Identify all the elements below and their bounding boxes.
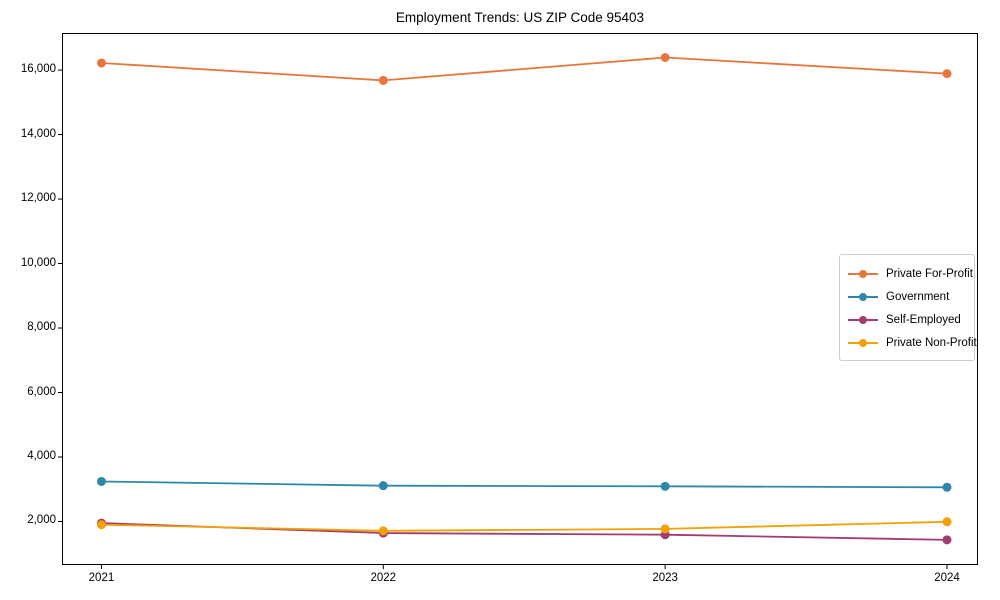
legend-item-self-employed: Self-Employed [848,308,966,331]
chart-title: Employment Trends: US ZIP Code 95403 [395,10,645,25]
data-point-marker [660,53,670,63]
data-point-marker [96,58,106,68]
line-marker-swatch [848,269,878,279]
y-tick-label: 16,000 [20,63,56,76]
legend-item-private-non-profit: Private Non-Profit [848,331,977,354]
data-point-marker [660,481,670,491]
axes-frame [62,33,978,565]
y-tick-label: 10,000 [20,256,56,269]
legend-item-government: Government [848,285,966,308]
y-tick-label: 2,000 [27,514,56,527]
series-line [101,56,948,82]
line-marker-swatch [848,315,878,325]
series-line [101,520,948,532]
line-marker-swatch [848,338,878,348]
data-point-marker [378,526,388,536]
y-tick-label: 4,000 [27,449,56,462]
x-tick-label: 2021 [88,572,115,584]
data-point-marker [942,69,952,79]
data-point-marker [942,535,952,545]
legend-label: Private For-Profit [886,267,973,280]
data-point-marker [96,476,106,486]
legend-item-private-for-profit: Private For-Profit [848,262,973,285]
series-line [101,480,948,489]
x-tick-label: 2022 [370,572,397,584]
legend-label: Self-Employed [886,313,961,326]
data-point-marker [942,517,952,527]
y-tick-label: 14,000 [20,127,56,140]
legend: Private For-Profit Government Self-Emplo… [839,254,977,361]
x-tick-label: 2023 [652,572,678,584]
data-point-marker [942,482,952,492]
data-point-marker [96,520,106,530]
data-point-marker [660,524,670,534]
data-point-marker [378,75,388,85]
legend-label: Private Non-Profit [886,336,977,349]
legend-label: Government [886,290,950,303]
y-tick-label: 12,000 [20,192,56,205]
x-tick-label: 2024 [934,572,960,584]
line-marker-swatch [848,292,878,302]
data-point-marker [378,481,388,491]
y-tick-label: 8,000 [27,321,56,334]
y-tick-label: 6,000 [27,385,56,398]
